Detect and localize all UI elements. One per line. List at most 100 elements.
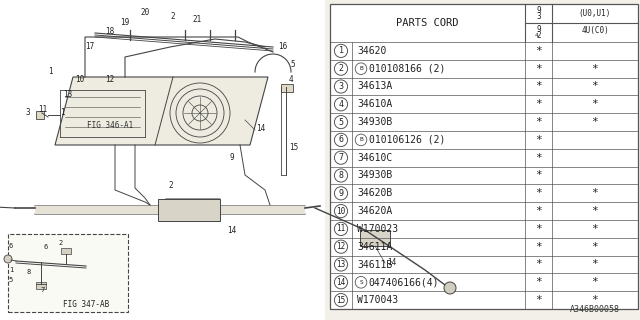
Text: *: * bbox=[535, 188, 542, 198]
Text: PARTS CORD: PARTS CORD bbox=[396, 18, 459, 28]
Text: FIG 346-A1: FIG 346-A1 bbox=[87, 121, 133, 130]
Text: 13: 13 bbox=[63, 90, 72, 99]
Text: 15: 15 bbox=[289, 143, 298, 152]
Text: 2: 2 bbox=[171, 12, 175, 21]
Text: 14: 14 bbox=[256, 124, 265, 133]
Text: *: * bbox=[591, 99, 598, 109]
Text: 11: 11 bbox=[337, 224, 346, 233]
Text: 12: 12 bbox=[105, 75, 115, 84]
Text: 9: 9 bbox=[536, 25, 541, 34]
Text: 6: 6 bbox=[9, 243, 13, 249]
Text: FIG 347-AB: FIG 347-AB bbox=[63, 300, 109, 309]
Text: 6: 6 bbox=[44, 244, 48, 250]
Bar bbox=[330, 4, 638, 309]
Text: 6: 6 bbox=[339, 135, 344, 144]
Text: 3: 3 bbox=[339, 82, 344, 91]
Text: *: * bbox=[535, 153, 542, 163]
Text: 9: 9 bbox=[536, 6, 541, 15]
Text: 10: 10 bbox=[337, 207, 346, 216]
Text: 4U(C0): 4U(C0) bbox=[581, 26, 609, 35]
Text: 5: 5 bbox=[339, 117, 344, 127]
Text: 4: 4 bbox=[534, 33, 538, 38]
Text: 1: 1 bbox=[60, 108, 65, 117]
Text: 34620B: 34620B bbox=[357, 188, 392, 198]
Text: W170043: W170043 bbox=[357, 295, 398, 305]
Bar bbox=[8, 234, 128, 312]
Polygon shape bbox=[158, 199, 220, 221]
Text: 12: 12 bbox=[337, 242, 346, 251]
Text: *: * bbox=[591, 64, 598, 74]
Text: 1: 1 bbox=[339, 46, 344, 55]
Bar bbox=[360, 230, 390, 246]
Text: *: * bbox=[535, 277, 542, 287]
Text: 13: 13 bbox=[337, 260, 346, 269]
Text: 3: 3 bbox=[536, 12, 541, 21]
Text: *: * bbox=[591, 242, 598, 252]
Text: B: B bbox=[359, 137, 363, 142]
Text: *: * bbox=[535, 224, 542, 234]
Text: A346B00058: A346B00058 bbox=[570, 305, 620, 314]
Text: 19: 19 bbox=[120, 18, 130, 27]
Text: *: * bbox=[591, 206, 598, 216]
Text: *: * bbox=[535, 64, 542, 74]
Text: 16: 16 bbox=[278, 42, 287, 51]
Text: *: * bbox=[535, 46, 542, 56]
Text: *: * bbox=[535, 117, 542, 127]
Text: 2: 2 bbox=[536, 31, 541, 40]
Text: *: * bbox=[535, 295, 542, 305]
Text: 9: 9 bbox=[339, 189, 344, 198]
Text: 34613A: 34613A bbox=[357, 82, 392, 92]
Text: 8: 8 bbox=[339, 171, 344, 180]
Text: 1: 1 bbox=[9, 267, 13, 273]
Text: 14: 14 bbox=[227, 226, 236, 235]
Text: 34930B: 34930B bbox=[357, 171, 392, 180]
Text: *: * bbox=[535, 171, 542, 180]
Text: 14: 14 bbox=[337, 278, 346, 287]
Text: *: * bbox=[591, 82, 598, 92]
Text: 34611B: 34611B bbox=[357, 260, 392, 269]
Text: 047406166(4): 047406166(4) bbox=[369, 277, 439, 287]
Polygon shape bbox=[55, 77, 268, 145]
Text: 11: 11 bbox=[38, 105, 47, 114]
Text: W170023: W170023 bbox=[357, 224, 398, 234]
Text: 3: 3 bbox=[26, 108, 30, 117]
Text: 2: 2 bbox=[168, 181, 173, 190]
Text: 5: 5 bbox=[290, 60, 294, 69]
Circle shape bbox=[4, 255, 12, 263]
Text: *: * bbox=[535, 260, 542, 269]
Text: 34610A: 34610A bbox=[357, 99, 392, 109]
Text: 9: 9 bbox=[230, 153, 235, 162]
Text: 34620: 34620 bbox=[357, 46, 387, 56]
Text: *: * bbox=[591, 224, 598, 234]
Text: 7: 7 bbox=[41, 287, 45, 293]
Text: 18: 18 bbox=[106, 27, 115, 36]
Text: *: * bbox=[535, 242, 542, 252]
Text: 15: 15 bbox=[337, 296, 346, 305]
Text: 1: 1 bbox=[49, 67, 53, 76]
Bar bbox=[0, 0, 325, 320]
Text: 7: 7 bbox=[339, 153, 344, 162]
Text: *: * bbox=[591, 295, 598, 305]
Bar bbox=[61, 248, 71, 254]
Text: B: B bbox=[359, 66, 363, 71]
Text: 8: 8 bbox=[27, 269, 31, 275]
Text: 17: 17 bbox=[85, 42, 95, 51]
Text: S: S bbox=[359, 280, 363, 285]
Text: 34610C: 34610C bbox=[357, 153, 392, 163]
Text: *: * bbox=[591, 277, 598, 287]
Bar bbox=[281, 84, 293, 92]
Text: 2: 2 bbox=[339, 64, 344, 73]
Text: 20: 20 bbox=[140, 8, 150, 17]
Text: 010108166 (2): 010108166 (2) bbox=[369, 64, 445, 74]
Text: *: * bbox=[535, 99, 542, 109]
Text: 34620A: 34620A bbox=[357, 206, 392, 216]
Text: *: * bbox=[591, 117, 598, 127]
Circle shape bbox=[444, 282, 456, 294]
Bar bbox=[36, 282, 46, 289]
Text: (U0,U1): (U0,U1) bbox=[579, 9, 611, 18]
Text: *: * bbox=[535, 82, 542, 92]
Text: 2: 2 bbox=[59, 240, 63, 246]
Text: 4: 4 bbox=[339, 100, 344, 109]
Text: 10: 10 bbox=[75, 75, 84, 84]
Text: 14: 14 bbox=[387, 258, 396, 267]
